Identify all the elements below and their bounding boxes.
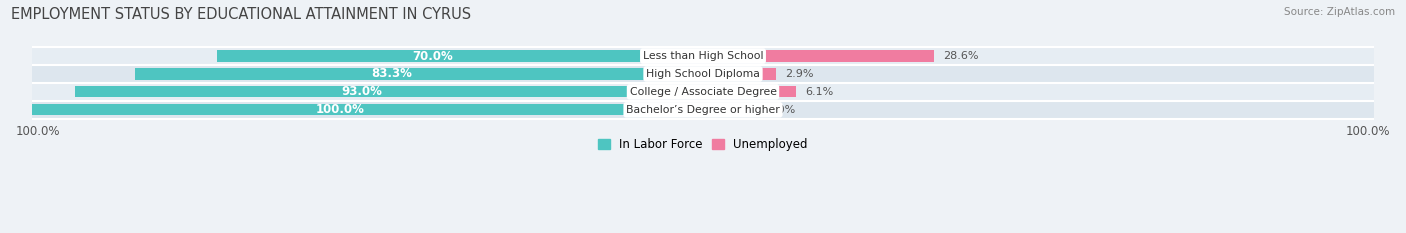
Text: Bachelor’s Degree or higher: Bachelor’s Degree or higher — [626, 105, 780, 115]
Text: 83.3%: 83.3% — [371, 68, 412, 80]
Bar — [32, 104, 648, 115]
Text: 100.0%: 100.0% — [315, 103, 364, 116]
Text: High School Diploma: High School Diploma — [647, 69, 759, 79]
Bar — [758, 86, 796, 97]
Text: 70.0%: 70.0% — [412, 50, 453, 62]
Text: 0.0%: 0.0% — [768, 105, 796, 115]
Text: College / Associate Degree: College / Associate Degree — [630, 87, 776, 97]
Bar — [758, 51, 935, 62]
Bar — [135, 69, 648, 79]
Bar — [217, 51, 648, 62]
Text: 6.1%: 6.1% — [806, 87, 834, 97]
Bar — [32, 65, 1374, 83]
Bar — [32, 101, 1374, 119]
Bar — [758, 69, 776, 79]
Bar — [32, 83, 1374, 101]
Bar — [76, 86, 648, 97]
Text: Less than High School: Less than High School — [643, 51, 763, 61]
Text: EMPLOYMENT STATUS BY EDUCATIONAL ATTAINMENT IN CYRUS: EMPLOYMENT STATUS BY EDUCATIONAL ATTAINM… — [11, 7, 471, 22]
Text: 93.0%: 93.0% — [342, 85, 382, 98]
Text: 2.9%: 2.9% — [786, 69, 814, 79]
Text: 28.6%: 28.6% — [943, 51, 979, 61]
Bar — [32, 47, 1374, 65]
Text: Source: ZipAtlas.com: Source: ZipAtlas.com — [1284, 7, 1395, 17]
Legend: In Labor Force, Unemployed: In Labor Force, Unemployed — [593, 134, 813, 156]
